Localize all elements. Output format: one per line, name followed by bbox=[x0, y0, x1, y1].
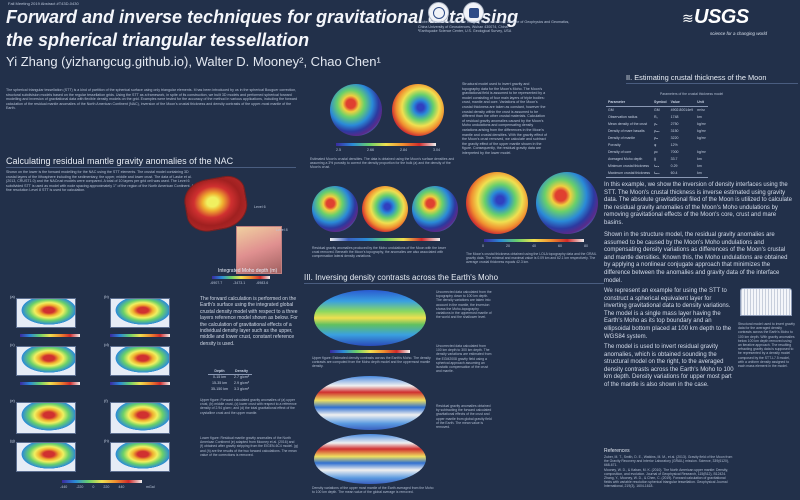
moon-thickness-globe-far bbox=[536, 172, 598, 234]
nac-3d-layer-slab bbox=[236, 226, 282, 274]
references-heading: References bbox=[604, 448, 630, 454]
earth-moho-map bbox=[314, 290, 426, 346]
moon-thickness-caption: The Moon's crustal thickness obtained us… bbox=[466, 252, 597, 265]
usgs-wave-icon: ≋ bbox=[682, 10, 694, 26]
moon-density-globe-near bbox=[330, 84, 382, 136]
moon-density-globe-far bbox=[392, 84, 444, 136]
panel-label-g: (g) bbox=[10, 438, 15, 443]
nac-map-e bbox=[16, 402, 76, 434]
table-row: Porosity φ 12% bbox=[608, 143, 678, 148]
table-row: Averaged Moho depth ḡ 33.7 km bbox=[608, 157, 702, 162]
earth-text: We represent an example for using the ST… bbox=[604, 288, 732, 340]
table-row: Mean density of the crust ρₐ 2750 kg/m³ bbox=[608, 121, 706, 126]
nac-map-a bbox=[16, 298, 76, 328]
cbar-unit: mGal bbox=[146, 485, 155, 489]
s3-caption-2: Density variations of the upper most man… bbox=[312, 486, 434, 495]
topo-text: Structural model used to invert gravity … bbox=[462, 82, 548, 155]
moon-residual-globe-3 bbox=[412, 186, 458, 232]
moon-density-caption: Estimated Moon's crustal densities. The … bbox=[310, 157, 455, 170]
moon-residual-globe-1 bbox=[312, 186, 358, 232]
cbar-d bbox=[110, 382, 170, 385]
panel-label-b: (b) bbox=[104, 294, 109, 299]
university-seal-icon bbox=[428, 2, 449, 23]
moon-thickness-cbar-ticks: 0 20 40 60 80 bbox=[482, 244, 588, 248]
caption-upper: Upper figure: Forward calculated gravity… bbox=[200, 398, 297, 415]
moon-thickness-globe-near bbox=[466, 172, 528, 234]
nac-map-f bbox=[110, 402, 170, 434]
moon-thickness-cbar bbox=[484, 239, 584, 242]
section1-text: Shown on the lower is the forward modell… bbox=[6, 170, 194, 193]
panel-label-h: (h) bbox=[104, 438, 109, 443]
moho-colorbar-label: Integrated Moho depth (m) bbox=[218, 268, 278, 274]
forward-text: The forward calculation is performed on … bbox=[200, 296, 298, 347]
section3-heading: III. Inversing density contrasts across … bbox=[304, 273, 604, 284]
usgs-tagline: science for a changing world bbox=[710, 31, 768, 36]
reference-3: Zhang, Y., Mooney, W. D., & Chen, C. (20… bbox=[604, 476, 728, 489]
s3-caption-1: Upper figure: Estimated density contrast… bbox=[312, 356, 431, 369]
density-table: Depth Density 0-15 km 2.7 g/cm³ 15-35 km 2.… bbox=[208, 368, 252, 392]
earth-moho-cbar bbox=[330, 350, 410, 353]
earth-text-2: The model is used to invert residual gra… bbox=[604, 344, 734, 388]
table-row: Maximum crustal thickness tₘₐₓ 60.4 km bbox=[606, 169, 708, 178]
cbar-bottom bbox=[62, 480, 142, 483]
panel-label-d: (d) bbox=[104, 342, 109, 347]
moho-tick-2: -6983.6 bbox=[256, 281, 269, 285]
poster-title: Forward and inverse techniques for gravi… bbox=[6, 7, 519, 50]
s3-text-1: Uncorrected data calculated from the top… bbox=[436, 290, 492, 320]
cbar-bottom-ticks: -440 -220 0 220 440 bbox=[60, 485, 125, 489]
reference-1: Zuber, M. T., Smith, D. E., Watkins, M. … bbox=[604, 455, 733, 468]
residual-text: Shown in the structure model, the residu… bbox=[604, 232, 788, 284]
params-table-title: Parameters of the crustal thickness mode… bbox=[660, 92, 724, 96]
example-text: In this example, we show the inversion o… bbox=[604, 182, 793, 226]
table-row: Density of mantle ρₘ 3220 kg/m³ bbox=[608, 136, 706, 141]
table-row: GM GM 4902.80014e9 m³/s² bbox=[608, 107, 706, 112]
panel-label-a: (a) bbox=[10, 294, 15, 299]
panel-label-e: (e) bbox=[10, 398, 15, 403]
poster-authors: Yi Zhang (yizhangcug.github.io), Walter … bbox=[6, 54, 381, 69]
nac-map-g bbox=[16, 442, 76, 472]
moon-residual-globe-2 bbox=[362, 186, 408, 232]
moon-residual-cbar bbox=[330, 238, 440, 241]
moho-colorbar bbox=[212, 276, 270, 279]
cbar-b bbox=[110, 334, 170, 337]
cbar-c bbox=[20, 382, 80, 385]
panel-label-f: (f) bbox=[104, 398, 108, 403]
section2-heading: II. Estimating crustal thickness of the … bbox=[626, 73, 798, 84]
intro-text: The spherical triangular tessellation (S… bbox=[6, 88, 298, 111]
nac-map-h bbox=[110, 442, 170, 472]
cbar-a bbox=[20, 334, 80, 337]
panel-label-c: (c) bbox=[10, 342, 15, 347]
earth-density-map-1 bbox=[314, 376, 426, 430]
institute-seal-icon bbox=[463, 2, 484, 23]
table-row: Density of mare basalts ρₘₐ 3150 kg/m³ bbox=[608, 128, 706, 133]
s3-text-3: Residual gravity anomalies obtained by s… bbox=[436, 404, 492, 430]
nac-map-c bbox=[16, 346, 76, 376]
nac-map-b bbox=[110, 298, 170, 328]
s3-text-2: Uncorrected data calculated from 100 km … bbox=[436, 344, 492, 374]
affiliations: ¹Hubei Subsurface Multi-scale Imaging Ke… bbox=[418, 20, 570, 34]
session-label: Fall Meeting 2019 Abstract #T43D-0430 bbox=[8, 1, 79, 6]
moon-density-cbar bbox=[336, 143, 436, 146]
usgs-logo: USGS bbox=[694, 6, 749, 28]
moon-residual-caption: Residual gravity anomalies produced by t… bbox=[312, 246, 447, 259]
section1-heading: Calculating residual mantle gravity anom… bbox=[6, 156, 296, 168]
moon-density-cbar-ticks: 2.5 2.66 2.84 3.04 bbox=[336, 148, 440, 152]
table-row: Density of core ρc 7000 kg/m³ bbox=[608, 150, 706, 155]
table-row: Minimum crustal thickness tₘᵢₙ 0.29 km bbox=[608, 164, 702, 169]
level6-label: Level 6 bbox=[254, 205, 266, 209]
structural-model-diagram bbox=[740, 288, 792, 316]
moho-tick-0: -6907.7 bbox=[210, 281, 223, 285]
level8-label: Level 8 bbox=[276, 228, 288, 232]
nac-map-d bbox=[110, 346, 170, 376]
model-caption: Structural model used to invert gravity … bbox=[738, 322, 795, 369]
moho-tick-1: -3473.1 bbox=[233, 281, 246, 285]
reference-2: Mooney, W. D., & Kaban, M. K. (2010). Th… bbox=[604, 467, 728, 476]
params-table: Parameter Symbol Value Unit GM GM 4902.80014e… bbox=[606, 99, 708, 178]
caption-lower: Lower figure: Residual mantle gravity an… bbox=[200, 436, 298, 457]
earth-density-map-2 bbox=[314, 434, 426, 484]
table-row: Observation radius R₀ 1748 km bbox=[608, 114, 702, 119]
references-list: Zuber, M. T., Smith, D. E., Watkins, M. … bbox=[604, 455, 734, 489]
